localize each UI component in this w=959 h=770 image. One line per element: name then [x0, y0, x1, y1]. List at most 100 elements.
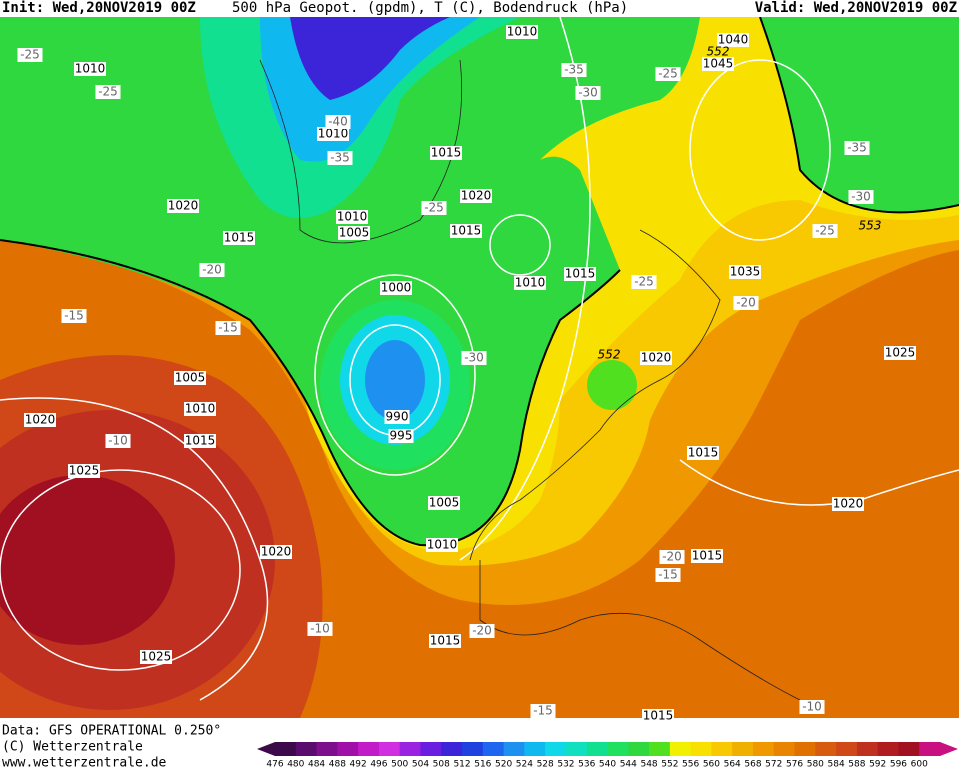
temperature-label: -25 [815, 224, 835, 238]
data-source: Data: GFS OPERATIONAL 0.250° [2, 724, 221, 739]
colorbar-swatch [752, 742, 775, 756]
isobar-label: 1000 [381, 281, 412, 295]
colorbar-swatch [628, 742, 650, 756]
colorbar-label: 584 [828, 760, 845, 770]
isobar-label-box [140, 650, 172, 664]
isobar-label: 1010 [427, 538, 458, 552]
temperature-label-box [17, 48, 43, 62]
temperature-label: -40 [328, 115, 348, 129]
temperature-label: -10 [802, 700, 822, 714]
colorbar-label: 492 [350, 760, 367, 770]
isobar-label-box [74, 62, 106, 76]
colorbar-label: 540 [599, 760, 616, 770]
colorbar-swatch [337, 742, 359, 756]
isobar-label-box [24, 413, 56, 427]
temperature-label: -20 [202, 263, 222, 277]
field-green [0, 17, 700, 546]
isobar-label: 1015 [431, 146, 462, 160]
isobar-label-box [687, 446, 719, 460]
colorbar-label: 536 [578, 760, 595, 770]
colorbar-swatch [482, 742, 505, 756]
isobar [314, 274, 476, 476]
coastlines [259, 59, 801, 701]
isobar-label: 1015 [692, 549, 723, 563]
isobar-label: 1015 [688, 446, 719, 460]
temperature-label-box [61, 309, 87, 323]
colorbar-swatch [524, 742, 546, 756]
isobar-label-box [167, 199, 199, 213]
temperature-label: -25 [658, 67, 678, 81]
isobar-label-box [338, 226, 370, 240]
temperature-label-box [105, 434, 131, 448]
isobar-label-box [174, 371, 206, 385]
colorbar-swatch [462, 742, 484, 756]
isobar-label-box [564, 267, 596, 281]
colorbar-label: 484 [308, 760, 325, 770]
isobar-label: 1015 [224, 231, 255, 245]
colorbar-label: 552 [661, 760, 678, 770]
isobar-label: 1025 [141, 650, 172, 664]
isobar-label: 1010 [318, 127, 349, 141]
isobar-label-box [640, 351, 672, 365]
colorbar-label: 508 [433, 760, 450, 770]
colorbar-swatch [545, 742, 567, 756]
temperature-label-box [307, 622, 333, 636]
colorbar-swatch [794, 742, 816, 756]
temperature-label: -25 [634, 275, 654, 289]
isobar [459, 16, 591, 561]
isobar [489, 214, 551, 276]
temperature-label: -25 [20, 48, 40, 62]
colorbar-swatch [898, 742, 920, 756]
colorbar-swatch [773, 742, 796, 756]
colorbar-label: 564 [724, 760, 741, 770]
temperature-label-box [327, 151, 353, 165]
colorbar-swatch [565, 742, 588, 756]
colorbar-swatch [275, 742, 297, 756]
temperature-label: -25 [98, 85, 118, 99]
copyright: (C) Wetterzentrale [2, 740, 143, 755]
temperature-label-box [199, 263, 225, 277]
temperature-label: -20 [736, 296, 756, 310]
temperature-label-box [631, 275, 657, 289]
temperature-label-box [325, 115, 351, 129]
temperature-label: -35 [564, 63, 584, 77]
temperature-label: -15 [533, 704, 553, 718]
temperature-label-box [844, 141, 870, 155]
isobar-label: 1015 [185, 434, 216, 448]
colorbar-label: 600 [911, 760, 928, 770]
coastline [479, 560, 801, 701]
colorbar-swatch [856, 742, 879, 756]
colorbar-label: 572 [765, 760, 782, 770]
colorbar-label: 532 [557, 760, 574, 770]
colorbar-swatch [815, 742, 837, 756]
temperature-label-box [469, 624, 495, 638]
colorbar-label: 556 [682, 760, 699, 770]
isobar-label: 1005 [175, 371, 206, 385]
isobar-label-box [388, 429, 414, 443]
colorbar-swatch [836, 742, 858, 756]
colorbar-swatch [503, 742, 525, 756]
colorbar-swatch [378, 742, 401, 756]
height-label: 553 [859, 219, 882, 233]
colorbar-label: 512 [453, 760, 470, 770]
isobar-label: 1020 [641, 351, 672, 365]
temperature-label: -20 [472, 624, 492, 638]
colorbar-label: 580 [807, 760, 824, 770]
field-dark-red [0, 475, 175, 645]
colorbar-swatch [732, 742, 754, 756]
colorbar-swatch [441, 742, 463, 756]
colorbar-label: 568 [744, 760, 761, 770]
isobar-label-box [450, 224, 482, 238]
colorbar-label: 520 [495, 760, 512, 770]
init-time: Init: Wed,20NOV2019 00Z [2, 0, 196, 16]
temperature-label-box [561, 63, 587, 77]
colorbar-label: 576 [786, 760, 803, 770]
colorbar-label: 516 [474, 760, 491, 770]
colorbar-swatch [919, 742, 941, 756]
isobar-label: 1015 [643, 709, 674, 723]
colorbar-label: 500 [391, 760, 408, 770]
isobar-label: 1010 [337, 210, 368, 224]
low-blue [365, 340, 425, 420]
isobar-label: 1015 [430, 634, 461, 648]
